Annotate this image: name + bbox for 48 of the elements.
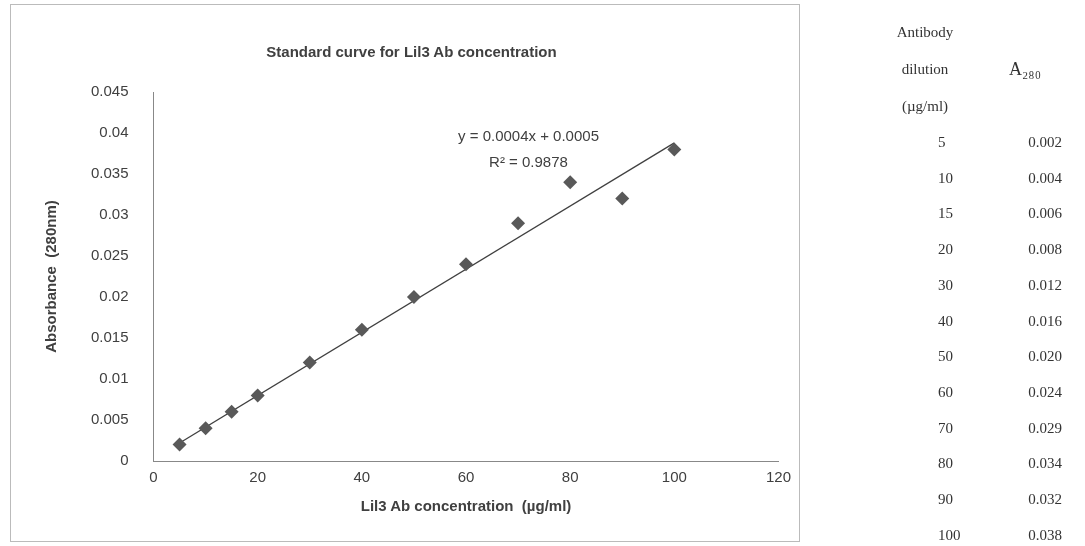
text: 20 0.008 <box>938 241 1062 259</box>
point <box>198 421 213 436</box>
x-tick-label: 120 <box>765 468 791 486</box>
y-tick-label: 0.005 <box>90 410 129 428</box>
y-tick-label: 0.035 <box>90 164 129 182</box>
text: 30 0.012 <box>938 276 1062 294</box>
point <box>615 191 630 206</box>
y-tick-label: 0.045 <box>90 82 129 100</box>
text: 50 0.020 <box>938 348 1062 366</box>
y-axis-title: Absorbance (280nm) <box>42 200 60 353</box>
x-tick-label: 0 <box>149 468 158 486</box>
y-tick-label: 0.04 <box>99 123 129 141</box>
point <box>250 388 265 403</box>
y-tick-label: 0 <box>120 451 129 469</box>
y-tick-label: 0.025 <box>90 246 129 264</box>
text: 70 0.029 <box>938 419 1062 437</box>
text: 60 0.024 <box>938 383 1062 401</box>
point <box>354 322 369 337</box>
point <box>172 437 187 452</box>
y-tick-label: 0.02 <box>99 287 129 305</box>
point <box>511 216 526 231</box>
point <box>667 142 682 157</box>
text: 100 0.038 <box>938 526 1062 544</box>
text: Antibody dilution (µg/ml) <box>896 24 954 114</box>
text: 5 0.002 <box>938 134 1062 151</box>
point <box>459 257 474 272</box>
text: A₂₈₀ <box>1008 58 1042 81</box>
text: 90 0.032 <box>938 491 1062 508</box>
chart-title: Standard curve for Lil3 Ab concentration <box>266 43 557 61</box>
text: 15 0.006 <box>938 205 1062 223</box>
annotation: y = 0.0004x + 0.0005 <box>458 127 599 145</box>
text: 40 0.016 <box>938 312 1062 330</box>
point <box>406 290 421 304</box>
y-tick-label: 0.015 <box>90 328 129 346</box>
point <box>224 404 239 419</box>
y-tick-label: 0.01 <box>99 369 129 387</box>
x-tick-label: 80 <box>561 468 579 486</box>
text: 10 0.004 <box>938 169 1062 187</box>
y-tick-label: 0.03 <box>99 205 129 223</box>
x-tick-label: 60 <box>457 468 475 486</box>
x-axis-title: Lil3 Ab concentration (µg/ml) <box>360 497 572 515</box>
x-tick-label: 40 <box>353 468 371 486</box>
annotation: R² = 0.9878 <box>489 152 568 170</box>
point <box>302 355 317 370</box>
x-tick-label: 100 <box>661 468 687 486</box>
text: 80 0.034 <box>938 455 1062 473</box>
x-tick-label: 20 <box>249 468 267 486</box>
point <box>563 175 578 190</box>
